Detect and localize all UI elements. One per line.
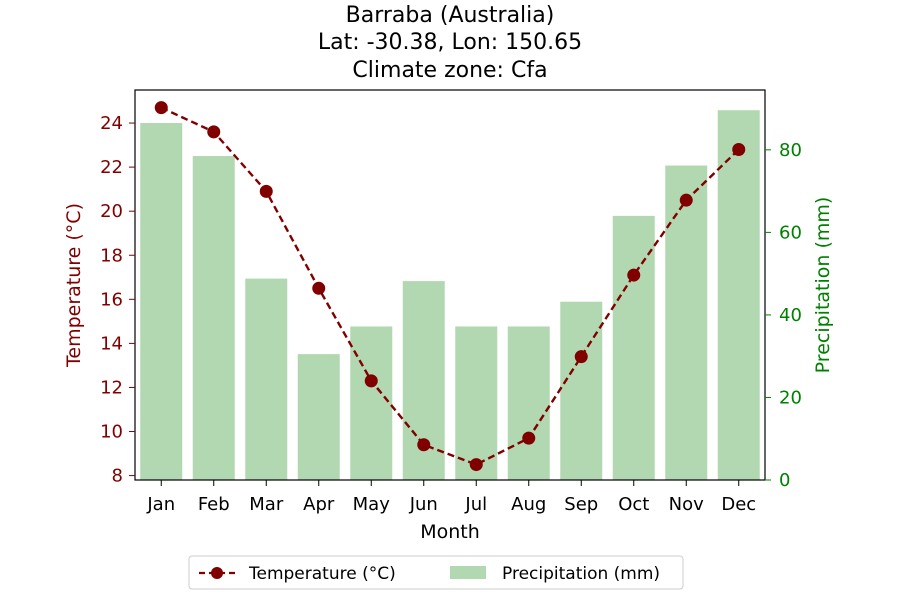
left-tick-label: 22 [100,157,123,178]
x-tick-label: May [353,494,391,515]
temperature-point-dec [732,142,746,156]
x-tick-label: Dec [721,494,756,515]
precipitation-bar-sep [560,301,603,480]
temperature-point-apr [312,281,326,295]
legend-precipitation-swatch [450,566,486,579]
title-line-2: Lat: -30.38, Lon: 150.65 [318,30,582,55]
right-tick-label: 20 [779,387,802,408]
precipitation-bar-feb [192,156,235,481]
left-tick-label: 8 [112,466,123,487]
x-tick-label: Mar [249,494,284,515]
right-axis-label: Precipitation (mm) [812,197,834,374]
precipitation-bar-mar [245,278,288,480]
title-line-3: Climate zone: Cfa [352,58,547,83]
legend-precipitation-label: Precipitation (mm) [502,564,660,584]
temperature-point-jun [417,438,431,452]
left-tick-label: 18 [100,245,123,266]
left-tick-label: 12 [100,377,123,398]
left-tick-label: 20 [100,201,123,222]
x-axis: Jan Feb Mar Apr May Jun Jul Aug Sep Oct Nov Dec [146,480,756,515]
temperature-point-jul [469,458,483,472]
x-tick-label: Apr [303,494,335,515]
precipitation-bar-oct [612,215,655,480]
temperature-series-line [160,106,740,466]
left-tick-label: 10 [100,422,123,443]
legend: Temperature (°C) Precipitation (mm) [188,555,684,590]
precipitation-bar-nov [665,165,708,480]
chart-title: Barraba (Australia) Lat: -30.38, Lon: 15… [318,3,582,83]
plot-frame [134,89,766,481]
right-tick-label: 80 [779,140,802,161]
left-tick-label: 14 [100,333,123,354]
left-axis-label: Temperature (°C) [63,203,85,368]
temperature-point-nov [679,193,693,207]
legend-box [188,555,684,590]
x-axis-label: Month [420,521,480,543]
precipitation-bar-jul [455,326,498,480]
x-tick-label: Aug [511,494,546,515]
right-tick-label: 0 [779,470,790,491]
temperature-point-jan [154,101,168,115]
precipitation-bar-aug [507,326,550,480]
temperature-point-sep [574,350,588,364]
legend-temperature-marker [211,567,223,579]
precipitation-bar-dec [717,110,760,480]
temperature-point-feb [207,125,221,139]
temperature-point-mar [259,184,273,198]
precipitation-bar-apr [297,354,340,480]
left-axis: 8 10 12 14 16 18 20 22 24 [100,113,135,487]
temperature-point-oct [627,268,641,282]
temperature-point-aug [522,431,536,445]
right-tick-label: 40 [779,305,802,326]
temperature-line [154,101,746,472]
x-tick-label: Oct [618,494,649,515]
title-line-1: Barraba (Australia) [346,3,555,28]
x-tick-label: Nov [669,494,704,515]
x-tick-label: Jul [464,494,487,515]
left-tick-label: 16 [100,289,123,310]
precipitation-bars [140,110,760,481]
right-tick-label: 60 [779,222,802,243]
left-tick-label: 24 [100,113,123,134]
precipitation-bar-may [350,326,393,480]
x-tick-label: Jan [146,494,175,515]
right-axis: 0 20 40 60 80 [765,140,802,491]
x-tick-label: Jun [409,494,438,515]
temperature-point-may [364,374,378,388]
legend-temperature-label: Temperature (°C) [248,564,396,584]
precipitation-bar-jan [140,123,183,481]
x-tick-label: Sep [564,494,598,515]
x-tick-label: Feb [198,494,230,515]
